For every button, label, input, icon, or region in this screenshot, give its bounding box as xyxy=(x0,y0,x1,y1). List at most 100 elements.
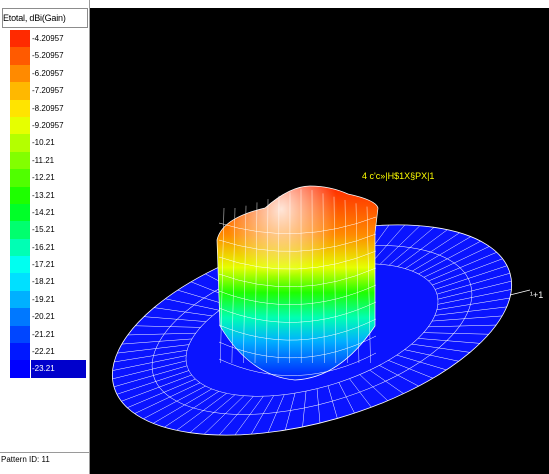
beam-mesh-meridian xyxy=(355,203,360,364)
disc-mesh-line xyxy=(154,307,213,317)
legend-value-label: -23.21 xyxy=(31,360,86,378)
disc-mesh-line xyxy=(285,393,296,431)
disc-mesh-line xyxy=(436,272,511,295)
legend-color-swatch xyxy=(10,360,30,378)
legend-row[interactable]: -8.20957 xyxy=(10,99,88,117)
beam-mesh-meridian xyxy=(254,202,258,364)
legend-row[interactable]: -22.21 xyxy=(10,343,88,361)
legend-row[interactable]: -16.21 xyxy=(10,238,88,257)
3d-pattern-viewport[interactable]: 4 c'c»|H$1X§PX|1 ¹+1 xyxy=(90,8,549,474)
disc-mesh-line xyxy=(423,246,490,278)
beam-mesh-ring xyxy=(218,250,377,270)
legend-value-label: -10.21 xyxy=(32,138,55,148)
disc-mesh-line xyxy=(349,378,372,408)
legend-row[interactable]: -18.21 xyxy=(10,273,88,291)
disc-mesh-line xyxy=(428,252,497,282)
beam-mesh-meridian xyxy=(322,193,325,364)
disc-mesh-line xyxy=(436,297,510,311)
disc-mesh-line xyxy=(437,280,512,300)
legend-row[interactable]: -13.21 xyxy=(10,186,88,204)
beam-mesh-meridian xyxy=(266,199,269,364)
legend-value-label: -7.20957 xyxy=(32,86,64,96)
disc-mesh-line xyxy=(164,391,219,428)
legend-row[interactable]: -19.21 xyxy=(10,290,88,309)
legend-row[interactable]: -17.21 xyxy=(10,256,88,274)
disc-mesh-line xyxy=(404,349,459,362)
beam-mesh-meridian xyxy=(277,195,280,364)
legend-row[interactable]: -7.20957 xyxy=(10,82,88,100)
legend-value-label: -12.21 xyxy=(32,173,55,183)
disc-mesh-line xyxy=(189,394,236,433)
legend-value-label: -4.20957 xyxy=(32,34,64,43)
legend-row[interactable]: -6.20957 xyxy=(10,64,88,83)
disc-mesh-line xyxy=(397,229,448,267)
legend-color-swatch xyxy=(10,238,30,257)
legend-row[interactable]: -20.21 xyxy=(10,308,88,326)
disc-mesh-line xyxy=(423,332,489,335)
legend-color-swatch xyxy=(10,64,30,83)
legend-value-label: -8.20957 xyxy=(32,103,64,113)
legend-value-label: -17.21 xyxy=(32,260,55,270)
beam-mesh-ring xyxy=(218,318,377,341)
legend-color-swatch xyxy=(10,134,30,152)
disc-mesh-line xyxy=(153,388,212,424)
legend-row[interactable]: -4.20957 xyxy=(10,30,88,48)
disc-mesh-line xyxy=(388,360,434,379)
disc-mesh-line xyxy=(437,289,512,305)
disc-mesh-line xyxy=(432,258,503,286)
legend-row[interactable]: -11.21 xyxy=(10,151,88,170)
disc-mesh-line xyxy=(418,240,481,275)
legend-divider xyxy=(0,452,89,453)
beam-mesh-meridian xyxy=(220,207,225,364)
legend-color-swatch xyxy=(10,343,30,361)
legend-header: Etotal, dBi(Gain) xyxy=(2,8,88,28)
disc-mesh-line xyxy=(435,265,508,290)
legend-value-label: -15.21 xyxy=(32,225,55,235)
legend-color-swatch xyxy=(10,308,30,326)
disc-mesh-line xyxy=(388,227,435,266)
legend-row[interactable]: -5.20957 xyxy=(10,47,88,65)
disc-mesh-line xyxy=(434,306,507,316)
disc-mesh-line xyxy=(117,344,190,354)
disc-mesh-line xyxy=(405,232,460,269)
disc-mesh-line xyxy=(369,369,404,394)
disc-mesh-line xyxy=(370,224,405,264)
beam-mesh-meridian xyxy=(366,206,371,364)
disc-mesh-line xyxy=(428,324,497,328)
disc-mesh-line xyxy=(359,374,388,401)
legend-row[interactable]: -21.21 xyxy=(10,325,88,344)
legend-color-swatch xyxy=(10,169,30,187)
beam-mesh-ring xyxy=(218,352,377,376)
disc-mesh-line xyxy=(135,325,201,328)
legend-color-swatch xyxy=(10,186,30,204)
legend-color-swatch xyxy=(10,47,30,65)
legend-color-swatch xyxy=(10,256,30,274)
disc-mesh-line xyxy=(143,385,206,420)
legend-row[interactable]: -9.20957 xyxy=(10,116,88,135)
legend-row[interactable]: -12.21 xyxy=(10,169,88,187)
disc-mesh-line xyxy=(203,395,245,435)
disc-mesh-line xyxy=(121,374,192,402)
beam-mesh-ring xyxy=(218,267,377,288)
legend-value-label: -16.21 xyxy=(32,242,55,252)
peak-annotation: 4 c'c»|H$1X§PX|1 xyxy=(362,171,435,181)
disc-mesh-line xyxy=(165,298,220,311)
legend-row[interactable]: -15.21 xyxy=(10,221,88,239)
disc-mesh-line xyxy=(127,332,196,336)
disc-mesh-line xyxy=(134,382,201,414)
legend-row[interactable]: -23.21 xyxy=(10,360,88,378)
disc-mesh-line xyxy=(417,338,481,344)
legend-row[interactable]: -10.21 xyxy=(10,134,88,152)
axis-annotation: ¹+1 xyxy=(530,290,544,300)
beam-mesh-ring xyxy=(218,335,377,359)
legend-color-swatch xyxy=(10,151,30,170)
disc-mesh-line xyxy=(396,354,447,371)
beam-mesh-meridian xyxy=(243,205,247,364)
legend-value-label: -18.21 xyxy=(32,277,55,287)
legend-value-label: -9.20957 xyxy=(32,120,64,130)
disc-mesh-line xyxy=(338,382,355,414)
disc-mesh-line xyxy=(143,316,207,322)
legend-row[interactable]: -14.21 xyxy=(10,203,88,222)
beam-mesh-ring xyxy=(218,216,377,234)
disc-mesh-line xyxy=(431,315,503,322)
